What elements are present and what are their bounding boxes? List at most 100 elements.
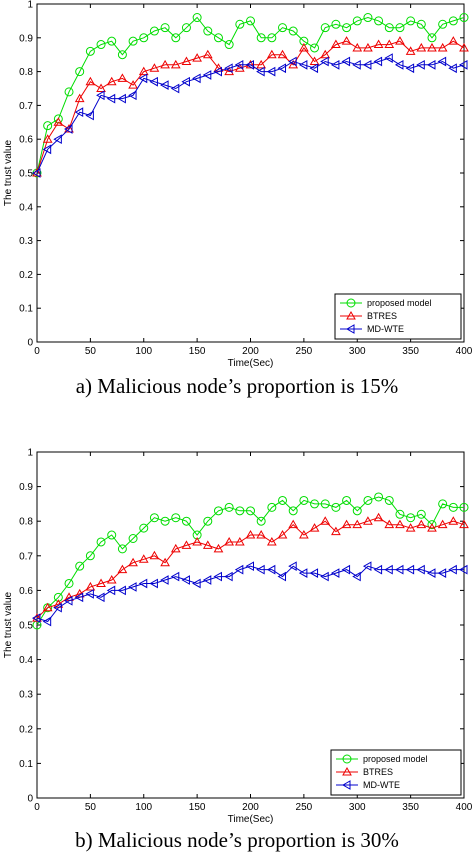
data-point	[459, 42, 469, 52]
data-point	[117, 93, 126, 104]
data-point	[170, 543, 181, 553]
data-point	[459, 519, 469, 529]
data-point	[138, 554, 149, 563]
data-point	[128, 36, 138, 46]
data-point	[341, 36, 352, 45]
data-point	[448, 63, 457, 74]
data-point	[106, 575, 117, 584]
legend-entry: BTRES	[363, 767, 393, 777]
data-point	[426, 59, 436, 70]
data-point	[330, 59, 340, 70]
data-point	[96, 83, 106, 92]
data-point	[459, 13, 469, 23]
data-point	[437, 56, 447, 67]
data-point	[405, 46, 416, 55]
series-md-wte	[31, 53, 468, 178]
data-point	[160, 557, 170, 567]
data-point	[299, 495, 309, 505]
data-point	[117, 50, 127, 60]
x-tick-label: 100	[135, 802, 152, 813]
data-point	[395, 36, 405, 45]
data-point	[309, 63, 319, 74]
y-tick-label: 1	[27, 0, 33, 11]
data-point	[384, 495, 394, 505]
legend-entry: MD-WTE	[363, 780, 400, 790]
data-point	[96, 90, 105, 101]
data-point	[106, 93, 116, 104]
series-md-wte	[31, 561, 468, 627]
data-point	[85, 76, 96, 86]
data-point	[171, 33, 181, 43]
series-line	[36, 565, 464, 623]
data-point	[426, 568, 436, 578]
data-point	[278, 23, 288, 33]
y-tick-label: 0.1	[19, 759, 33, 770]
legend-entry: proposed model	[367, 298, 432, 308]
data-point	[320, 23, 330, 33]
x-tick-label: 150	[189, 346, 206, 357]
data-point	[352, 42, 363, 52]
data-point	[203, 26, 213, 36]
chart-caption-a: a) Malicious node’s proportion is 15%	[75, 374, 399, 398]
data-point	[374, 16, 384, 26]
data-point	[266, 66, 276, 77]
data-point	[64, 124, 74, 133]
data-point	[395, 509, 405, 519]
data-point	[448, 516, 459, 525]
data-point	[171, 513, 181, 523]
data-point	[85, 551, 95, 561]
data-point	[32, 613, 42, 622]
data-point	[394, 59, 404, 70]
data-point	[331, 39, 341, 49]
data-point	[256, 530, 267, 539]
y-tick-label: 0.4	[19, 655, 33, 666]
data-point	[266, 49, 277, 59]
legend-swatch-marker	[346, 298, 356, 308]
series-line	[36, 517, 465, 619]
data-point	[64, 595, 73, 606]
data-point	[192, 578, 201, 589]
data-point	[416, 19, 426, 29]
data-point	[138, 73, 148, 84]
data-point	[298, 568, 308, 578]
data-point	[96, 592, 105, 603]
data-point	[256, 516, 266, 526]
x-tick-label: 100	[135, 346, 152, 357]
data-point	[202, 70, 212, 80]
data-point	[437, 42, 448, 52]
data-point	[224, 40, 234, 50]
data-point	[149, 26, 159, 36]
legend: proposed model BTRES MD-WTE	[334, 293, 462, 340]
data-point	[96, 537, 106, 547]
data-point	[373, 56, 383, 67]
x-tick-label: 0	[34, 346, 40, 357]
x-tick-label: 300	[349, 346, 366, 357]
data-point	[342, 495, 352, 505]
y-tick-label: 0.6	[19, 586, 33, 597]
data-point	[181, 516, 191, 526]
data-point	[181, 23, 191, 33]
data-point	[373, 564, 383, 575]
data-point	[448, 36, 459, 45]
x-tick-label: 0	[34, 802, 40, 813]
data-point	[352, 16, 362, 26]
data-point	[181, 56, 192, 65]
y-tick-label: 0.4	[19, 202, 33, 213]
y-tick-label: 0.3	[19, 236, 33, 247]
data-point	[352, 519, 363, 529]
y-tick-label: 0.5	[19, 169, 33, 180]
data-point	[235, 19, 245, 29]
data-point	[149, 513, 159, 523]
data-point	[320, 56, 329, 67]
data-point	[320, 499, 330, 509]
data-point	[330, 568, 340, 578]
x-tick-label: 150	[189, 802, 206, 813]
data-point	[128, 80, 138, 89]
x-axis-label: Time(Sec)	[228, 814, 274, 825]
data-point	[181, 540, 192, 549]
chart-panel-b: 0 50 100 150 200 250 300 350 400 0 0.1 0.2 0.3 0.4 0.5…	[0, 440, 474, 857]
data-point	[74, 93, 85, 103]
data-point	[448, 502, 458, 512]
x-tick-label: 350	[402, 802, 419, 813]
data-point	[139, 33, 149, 43]
